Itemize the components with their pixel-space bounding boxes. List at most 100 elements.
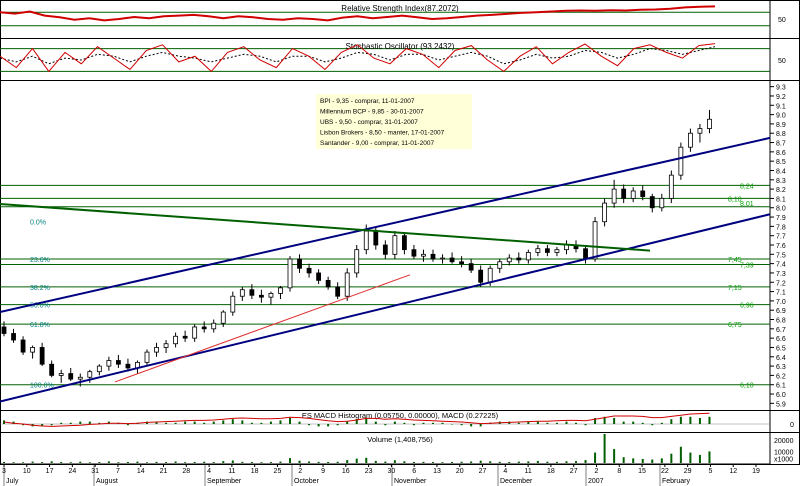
candle-body bbox=[182, 335, 188, 339]
volume-bar bbox=[555, 461, 558, 463]
x-axis: 3101724317142128411182529162330613202741… bbox=[0, 463, 770, 486]
macd-bar bbox=[632, 421, 635, 424]
volume-bar bbox=[698, 454, 701, 463]
volume-tick-label: 20000 bbox=[774, 438, 794, 445]
volume-bar bbox=[393, 460, 396, 463]
price-y-tick-label: 6.4 bbox=[776, 355, 786, 362]
price-y-tick-label: 8.4 bbox=[776, 168, 786, 175]
volume-bar bbox=[613, 449, 616, 463]
candle-body bbox=[678, 146, 684, 176]
volume-bar bbox=[460, 461, 463, 463]
candle-body bbox=[545, 248, 550, 253]
candle-body bbox=[268, 293, 274, 298]
volume-bar bbox=[660, 458, 663, 463]
volume-bar bbox=[651, 459, 654, 463]
candle-body bbox=[278, 287, 283, 294]
macd-bar bbox=[222, 420, 225, 424]
macd-bar bbox=[79, 421, 82, 424]
candle-body bbox=[421, 253, 426, 257]
stochastic-panel: 50 Stochastic Oscillator (93.2432) bbox=[0, 42, 786, 73]
candle-body bbox=[258, 294, 264, 298]
volume-bar bbox=[584, 460, 587, 463]
macd-bar bbox=[451, 424, 454, 425]
macd-bar bbox=[575, 422, 577, 424]
x-month-label: December bbox=[500, 478, 533, 485]
candle-body bbox=[11, 333, 16, 341]
candle-body bbox=[516, 257, 522, 261]
candle-body bbox=[382, 244, 388, 255]
volume-bar bbox=[346, 460, 349, 463]
fib-label: 0.0% bbox=[30, 220, 46, 227]
x-day-label: 7 bbox=[116, 468, 120, 475]
candle-body bbox=[468, 263, 474, 271]
stoch-d-line bbox=[0, 46, 716, 65]
volume-bar bbox=[31, 461, 34, 463]
fib-label: 38.2% bbox=[30, 285, 50, 292]
volume-bar bbox=[41, 462, 44, 463]
macd-bar bbox=[231, 419, 234, 424]
macd-bar bbox=[374, 421, 377, 424]
macd-bar bbox=[165, 422, 168, 424]
candle-body bbox=[487, 267, 493, 283]
macd-bar bbox=[50, 424, 53, 426]
candle-body bbox=[640, 190, 646, 197]
macd-bar bbox=[470, 424, 473, 427]
volume-bar bbox=[565, 461, 568, 463]
x-day-label: 30 bbox=[387, 468, 395, 475]
volume-bar bbox=[3, 461, 5, 463]
volume-bar bbox=[88, 462, 91, 463]
macd-bar bbox=[603, 416, 606, 424]
macd-bar bbox=[365, 418, 368, 424]
macd-bar bbox=[412, 424, 415, 426]
candle-body bbox=[611, 188, 617, 204]
volume-bar bbox=[69, 462, 72, 463]
price-y-tick-label: 6.0 bbox=[776, 392, 786, 399]
volume-bar bbox=[98, 462, 101, 463]
red-trendline bbox=[114, 274, 411, 383]
price-y-tick-label: 8.7 bbox=[776, 141, 786, 148]
volume-bar bbox=[403, 461, 406, 463]
volume-bar bbox=[470, 461, 473, 463]
macd-tick-label: 0 bbox=[790, 422, 794, 429]
fib-label: 23.6% bbox=[30, 257, 50, 264]
candle-body bbox=[649, 196, 655, 209]
volume-bar bbox=[365, 457, 368, 463]
candle-body bbox=[249, 289, 255, 296]
x-day-label: 14 bbox=[137, 468, 145, 475]
macd-bar bbox=[679, 416, 682, 424]
macd-bar bbox=[289, 418, 291, 424]
volume-bar bbox=[336, 461, 339, 463]
x-day-label: 21 bbox=[160, 468, 168, 475]
macd-bar bbox=[708, 416, 711, 424]
macd-bar bbox=[660, 422, 663, 424]
annotation-line: UBS - 9,50 - comprar, 31-01-2007 bbox=[320, 119, 418, 126]
candle-body bbox=[87, 371, 93, 378]
price-y-tick-label: 7.4 bbox=[776, 262, 786, 269]
x-day-label: 11 bbox=[524, 468, 531, 475]
volume-bar bbox=[441, 462, 444, 463]
annotation-line: Santander - 9,00 - comprar, 11-01-2007 bbox=[320, 140, 434, 147]
volume-bar bbox=[260, 462, 263, 463]
price-y-tick-label: 8.3 bbox=[776, 178, 786, 185]
macd-bar bbox=[22, 424, 25, 426]
volume-tick-label: 10000 bbox=[774, 449, 794, 456]
price-y-tick-label: 7.0 bbox=[776, 299, 786, 306]
volume-bar bbox=[679, 446, 682, 463]
x-day-label: 27 bbox=[479, 468, 487, 475]
candle-body bbox=[30, 347, 36, 353]
volume-bar bbox=[451, 461, 454, 463]
macd-bar bbox=[212, 421, 215, 424]
macd-bar bbox=[622, 421, 625, 424]
price-y-tick-label: 8.0 bbox=[776, 206, 786, 213]
volume-bar bbox=[107, 461, 110, 463]
macd-bar bbox=[346, 421, 349, 424]
x-day-label: 23 bbox=[365, 468, 373, 475]
volume-bar bbox=[498, 461, 501, 463]
x-month-label: February bbox=[662, 478, 691, 485]
candle-body bbox=[535, 248, 541, 253]
volume-bar bbox=[594, 452, 597, 463]
volume-bar bbox=[603, 434, 606, 463]
price-y-tick-label: 7.2 bbox=[776, 280, 786, 287]
volume-bar bbox=[708, 451, 711, 463]
